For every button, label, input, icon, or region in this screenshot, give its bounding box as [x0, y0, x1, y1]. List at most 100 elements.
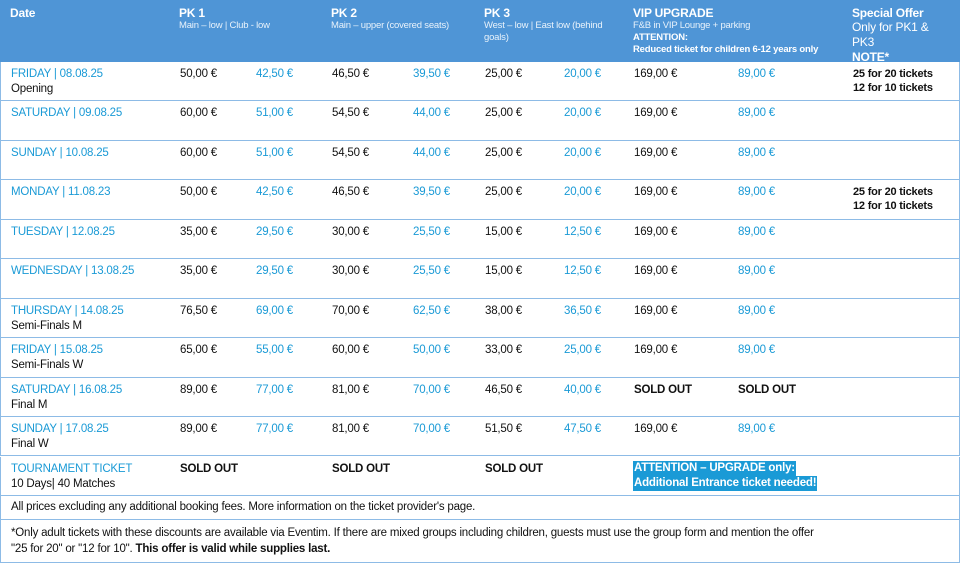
price: 36,50 €	[564, 304, 601, 317]
date: THURSDAY | 14.08.25	[11, 304, 124, 317]
price: 42,50 €	[256, 186, 293, 199]
price: 12,50 €	[564, 265, 601, 278]
header-cell: PK 1 Main – low | Club - low	[179, 6, 319, 32]
table-row: SUNDAY | 10.08.25 60,00 € 51,00 € 54,50 € 44…	[0, 140, 960, 181]
vip-notice: ATTENTION – UPGRADE only:	[633, 460, 796, 476]
price: 29,50 €	[256, 225, 293, 238]
date: FRIDAY | 15.08.25	[11, 344, 103, 357]
table-row: FRIDAY | 15.08.25 Semi-Finals W 65,00 € 55,…	[0, 338, 960, 378]
date: TUESDAY | 12.08.25	[11, 225, 115, 238]
vip-notice: Additional Entrance ticket needed!	[633, 475, 818, 491]
price: 76,50 €	[180, 304, 217, 317]
table-row: FRIDAY | 08.08.25 Opening 50,00 € 42,50 € 46…	[0, 62, 960, 102]
price: 40,00 €	[564, 383, 601, 396]
price: 20,00 €	[564, 146, 601, 159]
price: 89,00 €	[738, 186, 775, 199]
price: 89,00 €	[738, 304, 775, 317]
header-note: Reduced ticket for children 6-12 years o…	[633, 44, 819, 55]
offer-line: 12 for 10 tickets	[853, 82, 933, 94]
price: 15,00 €	[485, 265, 522, 278]
event: Semi-Finals M	[11, 319, 82, 332]
table-row: SATURDAY | 09.08.25 60,00 € 51,00 € 54,50 €…	[0, 101, 960, 141]
price: 169,00 €	[634, 225, 678, 238]
price: 15,00 €	[485, 225, 522, 238]
price: 89,00 €	[738, 146, 775, 159]
status: SOLD OUT	[332, 462, 390, 475]
header-title: VIP UPGRADE	[633, 6, 714, 20]
price: 30,00 €	[332, 225, 369, 238]
header-title: Date	[10, 6, 36, 20]
table-row: THURSDAY | 14.08.25 Semi-Finals M 76,50 € 6…	[0, 298, 960, 339]
price: 20,00 €	[564, 186, 601, 199]
date: FRIDAY | 08.08.25	[11, 68, 103, 80]
date: SATURDAY | 16.08.25	[11, 383, 123, 396]
price: 25,00 €	[485, 68, 522, 80]
header-title: PK 1	[179, 6, 205, 20]
price: 47,50 €	[564, 423, 601, 436]
price: 70,00 €	[332, 304, 369, 317]
footer-disclaimer-bold: This offer is valid while supplies last.	[135, 543, 331, 555]
table-row: MONDAY | 11.08.23 50,00 € 42,50 € 46,50 € 39…	[0, 180, 960, 220]
price: 42,50 €	[256, 68, 293, 80]
table-row: SUNDAY | 17.08.25 Final W 89,00 € 77,00 € 81…	[0, 417, 960, 457]
status: SOLD OUT	[634, 383, 692, 396]
price: 35,00 €	[180, 265, 217, 278]
event: Opening	[11, 83, 54, 95]
price: 25,00 €	[485, 146, 522, 159]
header-title: PK 3	[484, 6, 510, 20]
price: 39,50 €	[413, 186, 450, 199]
price: 60,00 €	[180, 107, 217, 120]
price: 38,00 €	[485, 304, 522, 317]
price: 89,00 €	[738, 265, 775, 278]
header-title: Special Offer	[852, 6, 924, 20]
price: 50,00 €	[413, 344, 450, 357]
header-subtitle: Only for PK1 & PK3	[852, 20, 929, 49]
table-row: TOURNAMENT TICKET 10 Days| 40 Matches SOLD…	[0, 456, 960, 496]
header-subtitle: Main – low | Club - low	[179, 20, 270, 31]
footer-note-row: All prices excluding any additional book…	[0, 494, 960, 520]
header-note: ATTENTION:	[633, 32, 688, 43]
price: 51,00 €	[256, 107, 293, 120]
price: 70,00 €	[413, 383, 450, 396]
price: 55,00 €	[256, 344, 293, 357]
price: 50,00 €	[180, 68, 217, 80]
price: 89,00 €	[738, 423, 775, 436]
price: 81,00 €	[332, 383, 369, 396]
price: 25,50 €	[413, 225, 450, 238]
price: 25,00 €	[485, 186, 522, 199]
date: SUNDAY | 10.08.25	[11, 146, 109, 159]
date: SATURDAY | 09.08.25	[11, 107, 123, 120]
price: 50,00 €	[180, 186, 217, 199]
price: 62,50 €	[413, 304, 450, 317]
price: 169,00 €	[634, 344, 678, 357]
price: 44,00 €	[413, 107, 450, 120]
header-title: PK 2	[331, 6, 357, 20]
price: 46,50 €	[332, 68, 369, 80]
price: 169,00 €	[634, 304, 678, 317]
table-row: WEDNESDAY | 13.08.25 35,00 € 29,50 € 30,00 …	[0, 259, 960, 299]
price: 77,00 €	[256, 383, 293, 396]
event: 10 Days| 40 Matches	[11, 477, 116, 490]
offer-line: 12 for 10 tickets	[853, 200, 933, 213]
header-note: NOTE*	[852, 50, 890, 64]
event: Final W	[11, 438, 49, 451]
header-subtitle: Main – upper (covered seats)	[331, 20, 449, 31]
price: 51,00 €	[256, 146, 293, 159]
header-cell: PK 2 Main – upper (covered seats)	[331, 6, 471, 32]
header-cell: Date	[10, 6, 160, 20]
price: 25,00 €	[485, 107, 522, 120]
footer-disclaimer-row: *Only adult tickets with these discounts…	[0, 520, 960, 563]
price: 89,00 €	[180, 383, 217, 396]
price: 169,00 €	[634, 186, 678, 199]
date: TOURNAMENT TICKET	[11, 462, 133, 475]
date: MONDAY | 11.08.23	[11, 186, 111, 199]
price: 20,00 €	[564, 68, 601, 80]
price: 169,00 €	[634, 423, 678, 436]
header-cell: VIP UPGRADE F&B in VIP Lounge + parking AT…	[633, 6, 833, 56]
price: 46,50 €	[485, 383, 522, 396]
footer-note: All prices excluding any additional book…	[11, 501, 476, 513]
date: SUNDAY | 17.08.25	[11, 423, 109, 436]
price: 54,50 €	[332, 107, 369, 120]
price: 169,00 €	[634, 265, 678, 278]
